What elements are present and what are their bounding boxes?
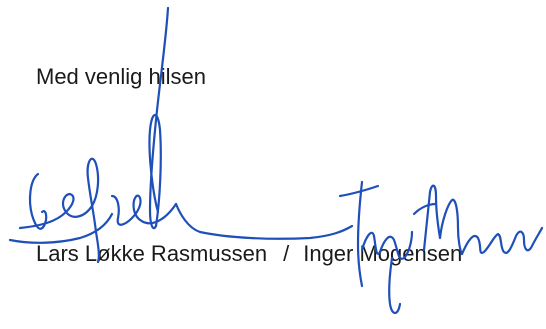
signatory-separator: / — [283, 241, 290, 266]
signatory-name-second: Inger Mogensen — [303, 241, 463, 266]
signature-second-crossbar — [338, 184, 380, 198]
signature-stroke-tall-loop — [148, 113, 162, 228]
signatory-names: Lars Løkke Rasmussen / Inger Mogensen — [36, 241, 462, 267]
signature-second-flourish — [412, 202, 438, 216]
signature-second-ogensen — [460, 226, 544, 256]
signature-first-k — [110, 194, 178, 226]
signature-first-tail — [174, 202, 354, 240]
closing-salutation: Med venlig hilsen — [36, 64, 206, 89]
signature-first-underline — [8, 212, 114, 244]
signature-stroke-tall-flourish — [148, 6, 170, 230]
signature-first-l — [28, 172, 48, 230]
signatory-name-first: Lars Løkke Rasmussen — [36, 241, 268, 266]
signature-second-i — [356, 180, 364, 288]
